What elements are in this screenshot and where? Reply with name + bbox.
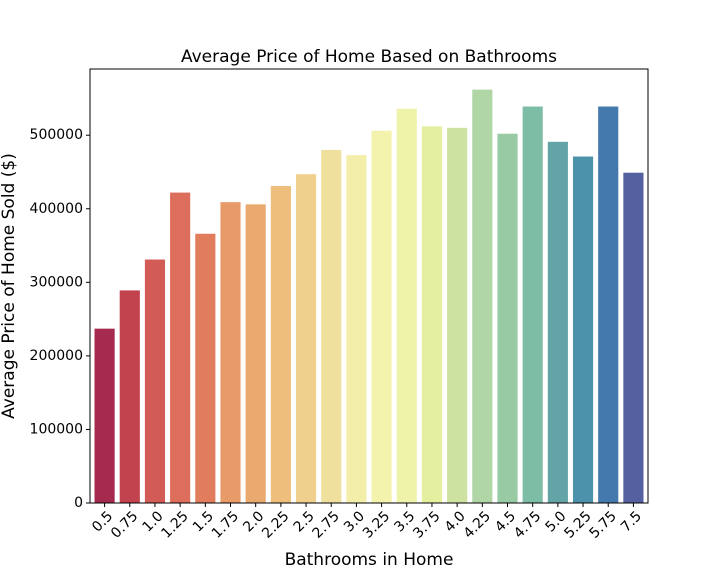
bar-5.75 — [598, 106, 619, 504]
bar-2.25 — [270, 185, 291, 503]
bar-7.5 — [623, 172, 644, 503]
x-tick-label: 4.75 — [511, 508, 544, 541]
x-tick-label: 3.25 — [360, 508, 393, 541]
bar-4.25 — [472, 89, 493, 503]
bar-1.75 — [220, 202, 241, 503]
bar-3.75 — [421, 126, 443, 503]
bar-1.25 — [170, 192, 191, 503]
x-tick-label: 4.25 — [461, 508, 494, 541]
chart-title: Average Price of Home Based on Bathrooms — [181, 47, 557, 67]
bar-4.0 — [447, 127, 468, 503]
x-tick-label: 1.25 — [158, 508, 191, 541]
bar-1.0 — [144, 259, 166, 503]
x-tick-label: 5.25 — [561, 508, 594, 541]
x-tick-label: 0.75 — [108, 508, 141, 541]
x-tick-label: 1.75 — [209, 508, 242, 541]
y-tick-label: 300000 — [30, 274, 83, 290]
x-tick-label: 2.25 — [259, 508, 292, 541]
x-axis-label: Bathrooms in Home — [285, 550, 454, 570]
bar-0.75 — [119, 290, 140, 503]
bar-2.0 — [245, 204, 266, 503]
x-tick-label: 7.5 — [618, 508, 645, 535]
bar-5.0 — [547, 141, 568, 503]
y-tick-label: 100000 — [30, 421, 83, 437]
bar-0.5 — [94, 328, 115, 503]
y-tick-label: 500000 — [30, 127, 83, 143]
x-tick-label: 5.75 — [587, 508, 620, 541]
y-tick-label: 0 — [74, 495, 83, 511]
y-axis-label: Average Price of Home Sold ($) — [0, 153, 19, 419]
bar-3.25 — [371, 130, 392, 504]
x-tick-label: 2.75 — [310, 508, 343, 541]
bar-2.75 — [321, 149, 342, 504]
y-tick-label: 200000 — [30, 348, 83, 364]
bar-2.5 — [295, 174, 317, 503]
y-tick-label: 400000 — [30, 201, 83, 217]
x-axis: 0.50.751.01.251.51.752.02.252.52.753.03.… — [89, 503, 645, 542]
plot-frame — [89, 68, 649, 504]
bar-1.5 — [195, 233, 216, 503]
bar-4.75 — [522, 106, 543, 504]
bar-5.25 — [572, 156, 594, 504]
bar-3.0 — [346, 155, 367, 503]
bar-4.5 — [497, 133, 518, 504]
bars-group — [94, 89, 644, 504]
x-tick-label: 3.75 — [410, 508, 443, 541]
bar-3.5 — [396, 108, 417, 503]
y-axis: 0 100000 200000 300000 400000 500000 — [30, 127, 90, 511]
